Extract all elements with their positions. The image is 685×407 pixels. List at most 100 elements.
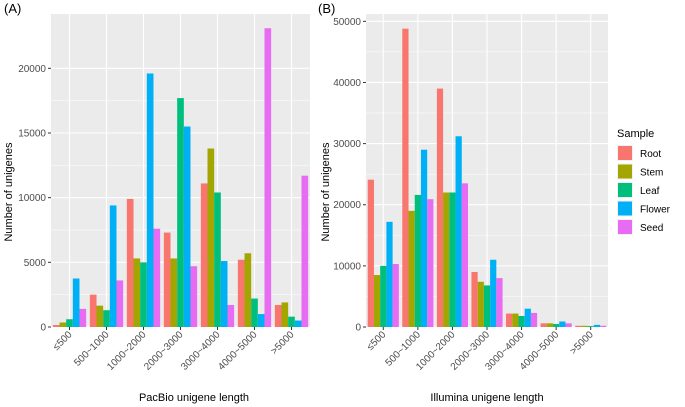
panel-b-bar-seed (530, 312, 538, 327)
panel-a-bar-flower (146, 73, 154, 327)
panel-b-bar-leaf (483, 285, 491, 327)
panel-b-bar-seed (392, 264, 399, 327)
legend-swatch-seed (618, 220, 632, 234)
panel-a: (A) Number of unigenes PacBio unigene le… (3, 1, 310, 404)
panel-b-x-axis-title: Illumina unigene length (430, 392, 543, 404)
panel-a-bar-root (274, 305, 282, 327)
legend-swatch-stem (618, 164, 632, 179)
panel-b-bar-stem (477, 281, 484, 327)
panel-a-x-tick-label: 4000~5000 (216, 329, 260, 373)
panel-b-bar-root (471, 271, 478, 327)
panel-a-bar-stem (59, 322, 67, 327)
panel-a-bar-stem (281, 302, 289, 327)
panel-a-y-axis-title: Number of unigenes (3, 142, 15, 242)
panel-b-bar-root (367, 179, 374, 327)
panel-b-bar-leaf (414, 194, 421, 327)
panel-b-bar-stem (443, 192, 450, 327)
legend-label-leaf: Leaf (640, 186, 660, 197)
panel-b-bar-leaf (449, 192, 456, 327)
panel-b-bar-leaf (587, 326, 594, 327)
panel-a-bar-root (237, 259, 245, 327)
panel-b-bar-seed (461, 183, 468, 327)
panel-a-bar-flower (294, 320, 302, 327)
panel-a-bar-flower (257, 314, 265, 327)
panel-b-y-axis-title: Number of unigenes (320, 142, 332, 242)
panel-a-bar-root (89, 294, 97, 327)
panel-b-bar-root (402, 28, 409, 327)
panel-a-bar-seed (153, 228, 161, 327)
panel-b-bar-seed (565, 323, 572, 327)
panel-a-y-tick-label: 15000 (18, 128, 46, 139)
panel-a-bar-leaf (251, 298, 258, 327)
panel-a-bar-leaf (214, 192, 221, 327)
legend-swatch-flower (618, 201, 632, 216)
panel-b-y-tick-label: 30000 (333, 139, 361, 150)
panel-a-bar-stem (244, 253, 252, 327)
panel-b-bar-flower (593, 324, 601, 327)
panel-b-bar-stem (512, 313, 519, 327)
panel-a-bar-leaf (177, 98, 184, 327)
panel-a-bar-root (200, 183, 208, 327)
panel-b-bar-stem (546, 323, 554, 327)
panel-a-y-tick-label: 20000 (18, 64, 46, 75)
panel-a-x-tick-label: 500~1000 (72, 329, 112, 369)
panel-a-bar-stem (133, 258, 141, 327)
panel-b-bar-seed (496, 278, 503, 327)
panel-b-y-tick-label: 10000 (333, 261, 361, 272)
legend-label-stem: Stem (640, 168, 663, 179)
panel-a-bar-seed (227, 305, 235, 327)
panel-b-bar-root (436, 88, 444, 327)
panel-b-bar-leaf (380, 265, 387, 327)
legend-label-seed: Seed (640, 223, 663, 234)
panel-b-bar-seed (427, 199, 434, 327)
panel-a-bar-root (52, 325, 60, 327)
legend: Sample Root Stem Leaf Flower Seed (617, 128, 671, 235)
panel-b-bar-stem (581, 325, 588, 327)
panel-a-bar-leaf (103, 310, 110, 327)
panel-b-bar-flower (386, 221, 393, 327)
panel-b-bar-flower (490, 259, 497, 327)
panel-b-bar-root (506, 313, 513, 327)
panel-a-bar-leaf (288, 316, 295, 327)
panel-b-x-tick-label: ≤500 (365, 329, 389, 353)
panel-b-x-tick-label: >5000 (568, 329, 596, 357)
panel-b-y-tick-label: 0 (355, 323, 361, 334)
panel-b-y-tick-label: 20000 (333, 200, 361, 211)
panel-a-y-tick-label: 0 (40, 323, 46, 334)
panel-b-tag: (B) (318, 1, 335, 16)
panel-a-bar-leaf (140, 262, 147, 327)
panel-a-bar-flower (220, 261, 228, 327)
panel-a-x-tick-label: >5000 (269, 329, 297, 357)
panel-b-bar-stem (373, 275, 381, 327)
panel-a-bar-flower (183, 126, 191, 327)
panel-b-bar-flower (420, 149, 428, 327)
panel-a-bar-stem (207, 148, 215, 327)
panel-b-bar-flower (559, 321, 566, 327)
panel-b-bar-seed (600, 325, 607, 327)
panel-a-bar-seed (116, 280, 124, 327)
legend-swatch-root (618, 146, 632, 160)
panel-a-bar-seed (301, 175, 309, 327)
legend-label-root: Root (640, 149, 661, 160)
panel-a-y-tick-label: 10000 (18, 193, 46, 204)
panel-b: (B) Number of unigenes Illumina unigene … (318, 1, 608, 404)
panel-a-bar-seed (264, 28, 272, 328)
panel-a-bar-root (163, 232, 171, 327)
panel-a-bar-seed (190, 266, 198, 327)
panel-b-y-tick-label: 50000 (333, 17, 361, 28)
panel-a-x-tick-label: ≤500 (51, 329, 75, 353)
panel-a-tag: (A) (4, 1, 21, 16)
panel-b-bar-root (575, 325, 582, 327)
panel-a-bar-stem (96, 305, 104, 327)
legend-title: Sample (617, 128, 654, 140)
panel-a-bar-flower (72, 278, 80, 327)
panel-a-bar-leaf (66, 319, 73, 327)
legend-keys: Root Stem Leaf Flower Seed (617, 145, 671, 235)
panel-b-bar-leaf (553, 323, 560, 327)
panel-b-bar-root (540, 323, 547, 327)
panel-b-bar-leaf (518, 315, 525, 327)
legend-label-flower: Flower (640, 205, 671, 216)
panel-a-x-axis-title: PacBio unigene length (139, 392, 249, 404)
panel-a-bar-flower (109, 205, 117, 327)
